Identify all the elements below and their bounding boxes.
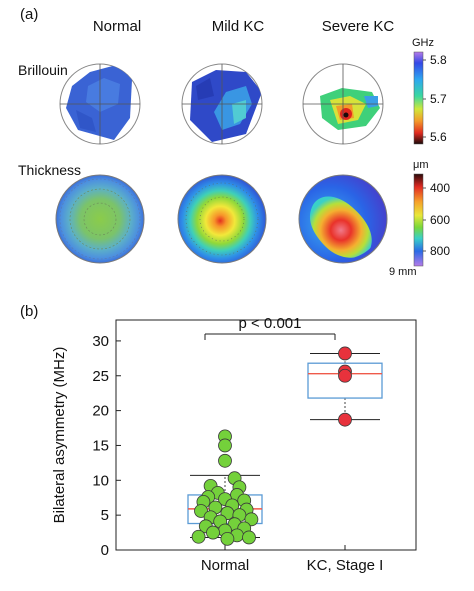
chart-annotation: p < 0.001 <box>204 315 336 340</box>
data-point <box>206 525 220 540</box>
p-value-label: p < 0.001 <box>239 315 302 332</box>
data-point <box>218 453 232 468</box>
y-tick-label: 25 <box>92 368 109 385</box>
plot-frame <box>115 319 417 551</box>
column-title-severe-kc: Severe KC <box>321 18 395 35</box>
column-title-mild-kc: Mild KC <box>211 18 265 35</box>
data-point <box>338 368 352 383</box>
y-tick-label: 30 <box>92 333 109 350</box>
row-title-thickness: Thickness <box>18 162 82 178</box>
data-point <box>191 529 206 544</box>
thickness-map-normal <box>55 174 145 264</box>
data-point <box>338 412 352 427</box>
brillouin-colorbar <box>413 51 424 145</box>
y-tick-label: 5 <box>101 507 109 524</box>
thickness-colorbar-unit: μm <box>413 159 429 171</box>
panel-b-chart: 0 5 10 15 20 25 30 Normal KC, Stage I Bilateral a… <box>51 315 417 574</box>
data-point <box>244 512 259 527</box>
data-point <box>220 531 235 546</box>
thickness-colorbar <box>413 173 424 267</box>
panel-a-letter: (a) <box>20 6 39 23</box>
thickness-map-severe-kc <box>298 174 388 264</box>
column-title-normal: Normal <box>92 18 142 35</box>
thickness-colorbar-tick: 800 <box>430 244 451 258</box>
thickness-colorbar-tick: 600 <box>430 213 451 227</box>
panel-b-letter: (b) <box>20 303 39 320</box>
chart-points <box>191 346 352 546</box>
brillouin-colorbar-unit: GHz <box>412 37 434 49</box>
data-point <box>194 504 208 518</box>
scale-label: 9 mm <box>389 266 417 278</box>
panel-a-maps <box>55 51 426 267</box>
data-point <box>242 530 256 545</box>
row-title-brillouin: Brillouin <box>18 62 68 78</box>
brillouin-map-mild-kc <box>181 63 263 145</box>
brillouin-colorbar-tick: 5.8 <box>430 53 447 67</box>
brillouin-map-severe-kc <box>302 63 384 145</box>
brillouin-colorbar-tick: 5.7 <box>430 92 447 106</box>
data-point <box>218 438 232 453</box>
x-tick-label: KC, Stage I <box>307 557 384 574</box>
x-tick-label: Normal <box>201 557 249 574</box>
chart-axes: 0 5 10 15 20 25 30 Normal KC, Stage I Bilateral a… <box>51 319 417 574</box>
y-tick-label: 0 <box>101 542 109 559</box>
y-tick-label: 15 <box>92 437 109 454</box>
thickness-map-mild-kc <box>177 174 267 264</box>
brillouin-colorbar-tick: 5.6 <box>430 130 447 144</box>
box <box>307 362 383 399</box>
brillouin-map-normal <box>59 63 141 145</box>
y-axis-label: Bilateral asymmetry (MHz) <box>51 347 68 524</box>
y-tick-label: 20 <box>92 403 109 420</box>
data-point <box>338 346 352 361</box>
thickness-colorbar-tick: 400 <box>430 181 451 195</box>
y-tick-label: 10 <box>92 472 109 489</box>
